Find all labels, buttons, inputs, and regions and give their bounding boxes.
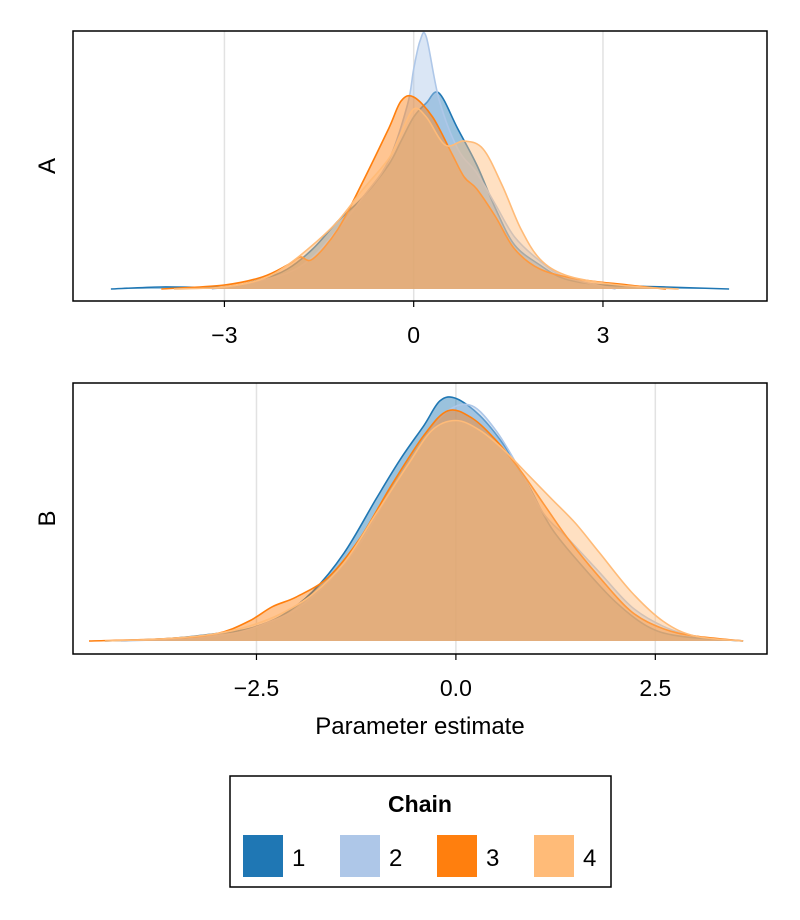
legend-entries: 1 2 3 4 [243,835,596,877]
plot-frame [72,382,768,655]
density-line-chain-2 [120,403,744,642]
legend-swatch-4 [534,835,574,877]
x-axis-label: Parameter estimate [315,713,524,740]
legend-title: Chain [388,791,452,817]
density-line-chain-4 [104,419,744,642]
y-axis-label: B [34,510,61,526]
x-tick-label: 3 [597,322,610,348]
density-line-chain-4 [173,107,679,290]
legend-label-3: 3 [486,845,499,872]
density-line-chain-2 [211,31,616,290]
density-area-chain-1 [104,396,744,641]
density-area-chain-4 [173,108,679,289]
x-tick-label: 0 [407,322,420,348]
density-area-chain-4 [104,420,744,641]
panel-a-density-plot: −3 0 3 A [34,30,768,348]
legend: Chain 1 2 3 4 [229,775,612,888]
panel-b-density-plot: −2.5 0.0 2.5 B [34,382,768,701]
legend-swatch-1 [243,835,283,877]
y-axis-label: A [34,158,61,174]
density-area-chain-2 [120,404,744,641]
legend-label-1: 1 [292,845,305,872]
legend-swatch-2 [340,835,380,877]
plot-frame [72,30,768,302]
density-area-chain-1 [110,91,730,289]
legend-swatch-3 [437,835,477,877]
legend-label-4: 4 [583,845,596,872]
x-tick-label: −3 [211,322,237,348]
density-area-chain-2 [211,32,616,289]
legend-label-2: 2 [389,845,402,872]
density-area-chain-3 [89,409,744,641]
x-tick-label: 2.5 [639,675,671,701]
x-tick-label: 0.0 [440,675,472,701]
density-line-chain-3 [88,409,744,642]
x-tick-label: −2.5 [234,675,279,701]
density-area-chain-3 [161,95,667,289]
